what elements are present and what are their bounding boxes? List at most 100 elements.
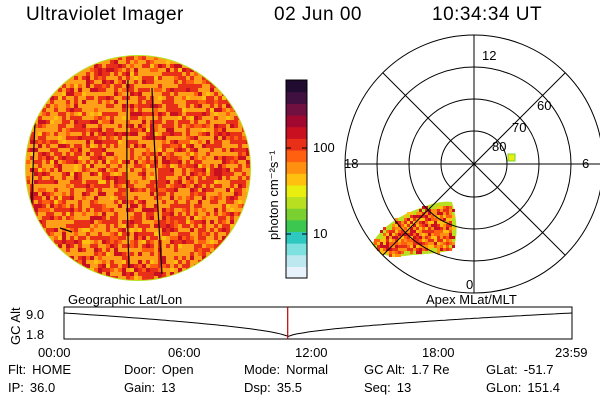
globe-pixel — [146, 64, 150, 68]
oval-pixel — [395, 230, 398, 233]
globe-pixel — [222, 128, 226, 132]
globe-pixel — [178, 164, 182, 168]
globe-pixel — [122, 220, 126, 224]
oval-pixel — [398, 242, 401, 245]
oval-pixel — [434, 230, 437, 233]
globe-pixel — [134, 240, 138, 244]
status-dsp: Dsp: 35.5 — [244, 380, 303, 395]
globe-pixel — [190, 76, 194, 80]
globe-pixel — [122, 228, 126, 232]
oval-pixel — [389, 245, 392, 248]
globe-pixel — [230, 108, 234, 112]
globe-pixel — [30, 156, 34, 160]
globe-pixel — [86, 120, 90, 124]
globe-pixel — [90, 136, 94, 140]
oval-pixel — [389, 248, 392, 251]
globe-pixel — [102, 120, 106, 124]
globe-pixel — [166, 216, 170, 220]
globe-pixel — [206, 244, 210, 248]
globe-pixel — [78, 204, 82, 208]
globe-pixel — [230, 212, 234, 216]
globe-pixel — [206, 232, 210, 236]
globe-pixel — [114, 160, 118, 164]
globe-pixel — [34, 196, 38, 200]
oval-pixel — [407, 227, 410, 230]
globe-pixel — [162, 228, 166, 232]
globe-pixel — [146, 112, 150, 116]
oval-pixel — [425, 221, 428, 224]
globe-pixel — [182, 168, 186, 172]
globe-pixel — [114, 60, 118, 64]
globe-pixel — [170, 64, 174, 68]
globe-pixel — [174, 104, 178, 108]
globe-pixel — [170, 124, 174, 128]
globe-pixel — [118, 176, 122, 180]
globe-pixel — [190, 88, 194, 92]
lat-label-80: 80 — [492, 139, 506, 154]
globe-pixel — [158, 76, 162, 80]
oval-pixel — [419, 233, 422, 236]
globe-pixel — [182, 172, 186, 176]
globe-pixel — [238, 152, 242, 156]
globe-pixel — [98, 264, 102, 268]
globe-pixel — [194, 124, 198, 128]
globe-pixel — [106, 136, 110, 140]
oval-pixel — [389, 230, 392, 233]
globe-pixel — [82, 236, 86, 240]
globe-pixel — [206, 144, 210, 148]
globe-pixel — [222, 220, 226, 224]
globe-pixel — [146, 232, 150, 236]
globe-pixel — [70, 204, 74, 208]
globe-pixel — [202, 240, 206, 244]
globe-pixel — [182, 204, 186, 208]
globe-pixel — [90, 184, 94, 188]
globe-pixel — [90, 172, 94, 176]
oval-pixel — [407, 224, 410, 227]
oval-pixel — [389, 233, 392, 236]
oval-pixel — [398, 221, 401, 224]
oval-pixel — [440, 245, 443, 248]
globe-pixel — [138, 96, 142, 100]
globe-pixel — [134, 196, 138, 200]
globe-pixel — [78, 248, 82, 252]
altitude-tick-9: 9.0 — [26, 307, 44, 322]
globe-pixel — [102, 204, 106, 208]
globe-pixel — [150, 132, 154, 136]
globe-pixel — [182, 76, 186, 80]
oval-pixel — [440, 248, 443, 251]
oval-pixel — [410, 224, 413, 227]
globe-pixel — [226, 240, 230, 244]
globe-pixel — [122, 104, 126, 108]
globe-pixel — [90, 96, 94, 100]
globe-pixel — [186, 204, 190, 208]
oval-pixel — [449, 230, 452, 233]
oval-pixel — [395, 254, 398, 257]
globe-pixel — [46, 160, 50, 164]
globe-pixel — [130, 56, 134, 60]
globe-pixel — [102, 84, 106, 88]
globe-pixel — [38, 116, 42, 120]
globe-pixel — [186, 184, 190, 188]
globe-pixel — [106, 244, 110, 248]
globe-pixel — [114, 156, 118, 160]
globe-pixel — [38, 136, 42, 140]
oval-pixel — [425, 245, 428, 248]
globe-pixel — [214, 208, 218, 212]
polar-caption: Apex MLat/MLT — [426, 292, 517, 307]
globe-pixel — [142, 204, 146, 208]
globe-pixel — [182, 272, 186, 276]
globe-pixel — [186, 240, 190, 244]
oval-pixel — [440, 224, 443, 227]
globe-pixel — [206, 180, 210, 184]
globe-pixel — [234, 140, 238, 144]
globe-pixel — [174, 184, 178, 188]
globe-pixel — [186, 176, 190, 180]
globe-pixel — [226, 168, 230, 172]
globe-pixel — [126, 120, 130, 124]
oval-pixel — [437, 227, 440, 230]
oval-pixel — [419, 239, 422, 242]
globe-pixel — [210, 176, 214, 180]
observation-date: 02 Jun 00 — [274, 4, 362, 25]
globe-pixel — [42, 172, 46, 176]
globe-pixel — [126, 200, 130, 204]
